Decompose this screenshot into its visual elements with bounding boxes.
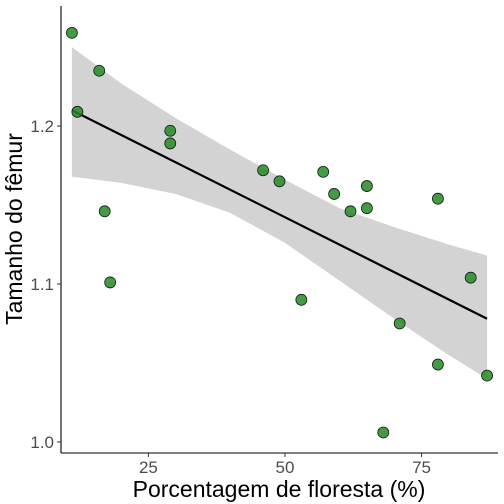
- y-tick-label: 1.1: [30, 275, 54, 294]
- data-point: [257, 164, 270, 177]
- data-point: [98, 205, 111, 218]
- x-tick-label: 75: [412, 458, 431, 477]
- regression-line-layer: [71, 109, 488, 320]
- data-point: [360, 180, 373, 192]
- data-point: [71, 105, 84, 118]
- data-point: [295, 293, 308, 306]
- data-point: [164, 137, 177, 150]
- data-point: [432, 192, 444, 205]
- data-point: [104, 276, 117, 289]
- confidence-band: [71, 47, 488, 379]
- data-point: [393, 317, 406, 330]
- axes-layer: 25 50 75 1.0 1.1 1.2: [30, 6, 498, 477]
- data-point: [328, 188, 341, 200]
- x-tick-label: 50: [276, 458, 295, 477]
- x-axis-title: Porcentagem de floresta (%): [133, 476, 426, 502]
- y-axis-title: Tamanho do fêmur: [1, 133, 27, 325]
- data-point: [273, 175, 286, 188]
- data-point: [432, 358, 444, 371]
- data-point: [317, 165, 330, 178]
- data-point: [360, 202, 373, 215]
- data-point: [164, 124, 177, 137]
- regression-line: [71, 109, 488, 320]
- y-tick-label: 1.2: [30, 117, 54, 136]
- confidence-band-layer: [71, 47, 488, 379]
- y-tick-label: 1.0: [30, 433, 54, 452]
- data-point: [377, 426, 390, 439]
- data-point: [464, 271, 477, 284]
- data-points-layer: [66, 26, 493, 439]
- data-point: [344, 205, 357, 218]
- x-tick-label: 25: [139, 458, 158, 477]
- data-point: [93, 64, 106, 77]
- data-point: [66, 26, 78, 39]
- data-point: [481, 369, 493, 382]
